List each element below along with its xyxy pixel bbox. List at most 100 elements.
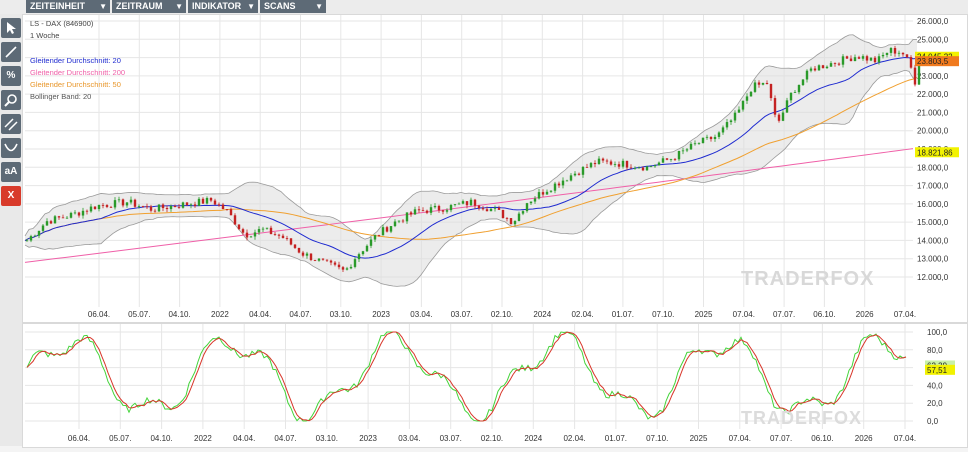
candle-body bbox=[741, 100, 745, 110]
x-tick-label: 04.04. bbox=[233, 434, 255, 443]
candle-body bbox=[193, 204, 197, 206]
line-tool[interactable] bbox=[1, 42, 21, 62]
candle-body bbox=[389, 226, 393, 232]
x-tick-label: 06.04. bbox=[88, 310, 110, 319]
candle-body bbox=[885, 52, 889, 55]
bollinger-upper-line bbox=[24, 34, 918, 240]
candle-body bbox=[113, 200, 117, 208]
candle-body bbox=[633, 167, 637, 169]
candle-body bbox=[649, 166, 653, 168]
cursor-tool[interactable] bbox=[1, 18, 21, 38]
price-chart[interactable]: 12.000,0 13.000,0 14.000,0 15.000,0 16.000,0… bbox=[23, 15, 967, 322]
chevron-down-icon: ▼ bbox=[315, 2, 323, 11]
candle-body bbox=[721, 127, 725, 133]
candle-body bbox=[245, 232, 249, 238]
candle-body bbox=[565, 180, 569, 182]
candle-body bbox=[749, 91, 753, 97]
candle-body bbox=[41, 225, 45, 231]
candle-body bbox=[281, 235, 285, 239]
candle-body bbox=[465, 201, 469, 206]
curve-tool[interactable] bbox=[1, 138, 21, 158]
bollinger-band-fill bbox=[25, 34, 917, 287]
menu-scans[interactable]: SCANS ▼ bbox=[260, 0, 326, 13]
candle-body bbox=[213, 200, 217, 205]
menu-zeitraum[interactable]: ZEITRAUM ▼ bbox=[112, 0, 186, 13]
legend-sma20: Gleitender Durchschnitt: 20 bbox=[30, 56, 121, 65]
candle-body bbox=[101, 204, 105, 206]
zoom-tool[interactable] bbox=[1, 90, 21, 110]
candle-body bbox=[441, 210, 445, 212]
candle-body bbox=[85, 210, 89, 212]
candle-body bbox=[905, 54, 909, 58]
delete-tool[interactable]: X bbox=[1, 186, 21, 206]
price-label: 23.803,5 bbox=[917, 57, 949, 66]
menu-zeiteinheit[interactable]: ZEITEINHEIT ▼ bbox=[26, 0, 110, 13]
candle-body bbox=[325, 259, 329, 261]
top-menu-bar: ZEITEINHEIT ▼ ZEITRAUM ▼ INDIKATOR ▼ SCA… bbox=[0, 0, 968, 14]
x-tick-label: 2023 bbox=[372, 310, 390, 319]
candle-body bbox=[345, 268, 349, 270]
candle-body bbox=[849, 58, 853, 62]
candle-body bbox=[501, 209, 505, 219]
candle-body bbox=[317, 258, 321, 261]
y-tick-label: 26.000,0 bbox=[917, 17, 949, 26]
candle-body bbox=[289, 238, 293, 245]
candle-body bbox=[725, 122, 729, 128]
candle-body bbox=[221, 204, 225, 210]
y-tick-label: 22.000,0 bbox=[917, 90, 949, 99]
candle-body bbox=[273, 234, 277, 235]
percent-tool[interactable]: % bbox=[1, 66, 21, 86]
candle-body bbox=[801, 79, 805, 86]
x-tick-label: 02.04. bbox=[571, 310, 593, 319]
candle-body bbox=[913, 67, 917, 85]
candle-body bbox=[305, 253, 309, 256]
x-tick-label: 03.07. bbox=[451, 310, 473, 319]
candle-body bbox=[89, 206, 93, 212]
x-tick-label: 01.07. bbox=[612, 310, 634, 319]
oscillator-d-line bbox=[26, 331, 907, 422]
candle-body bbox=[853, 57, 857, 62]
x-tick-label: 04.07. bbox=[289, 310, 311, 319]
menu-indikator[interactable]: INDIKATOR ▼ bbox=[188, 0, 258, 13]
line-icon bbox=[5, 46, 17, 58]
candle-body bbox=[53, 216, 57, 224]
text-tool[interactable]: aA bbox=[1, 162, 21, 182]
candle-body bbox=[185, 202, 189, 205]
price-label: 18.821,86 bbox=[917, 148, 953, 157]
candle-body bbox=[877, 56, 881, 63]
candle-body bbox=[505, 218, 509, 219]
bollinger-lower-line bbox=[24, 69, 918, 287]
x-tick-label: 07.04. bbox=[733, 310, 755, 319]
candle-body bbox=[369, 239, 373, 246]
candle-body bbox=[141, 206, 145, 207]
candle-body bbox=[429, 207, 433, 213]
candle-body bbox=[605, 160, 609, 162]
x-tick-label: 02.10. bbox=[481, 434, 503, 443]
y-tick-label: 14.000,0 bbox=[917, 236, 949, 245]
candle-body bbox=[65, 217, 69, 219]
candle-body bbox=[425, 210, 429, 213]
legend-sma50: Gleitender Durchschnitt: 50 bbox=[30, 80, 121, 89]
x-tick-label: 04.10. bbox=[168, 310, 190, 319]
candle-body bbox=[873, 57, 877, 63]
candle-body bbox=[261, 228, 265, 230]
candle-body bbox=[329, 260, 333, 263]
candle-body bbox=[917, 60, 921, 85]
candle-body bbox=[661, 158, 665, 163]
candle-body bbox=[901, 52, 905, 55]
candle-body bbox=[889, 48, 893, 53]
chevron-down-icon: ▼ bbox=[175, 2, 183, 11]
candle-body bbox=[509, 218, 513, 225]
candle-body bbox=[145, 206, 149, 208]
candle-body bbox=[757, 82, 761, 85]
legend-period: 1 Woche bbox=[30, 31, 60, 40]
parallel-lines-tool[interactable] bbox=[1, 114, 21, 134]
candle-body bbox=[217, 204, 221, 206]
sma20-line bbox=[24, 56, 918, 259]
x-tick-label: 07.10. bbox=[652, 310, 674, 319]
candle-body bbox=[717, 132, 721, 137]
sma200-line bbox=[24, 148, 914, 263]
candle-body bbox=[121, 199, 125, 206]
oscillator-chart[interactable]: 0,020,040,060,080,0100,006.04.05.07.04.1… bbox=[23, 324, 967, 447]
x-tick-label: 04.10. bbox=[150, 434, 172, 443]
